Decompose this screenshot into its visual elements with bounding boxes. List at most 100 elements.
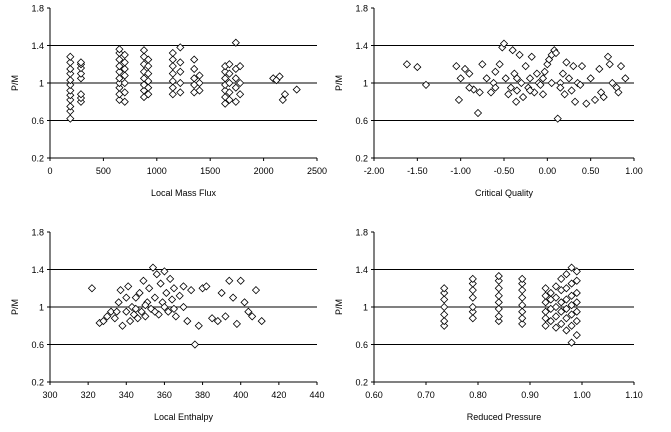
data-point [569, 62, 578, 71]
data-point [118, 321, 127, 330]
data-point [131, 304, 140, 313]
data-point [616, 62, 626, 71]
data-point [562, 58, 571, 67]
data-point [164, 307, 173, 316]
data-point [168, 55, 177, 64]
y-tick-label: 0.6 [355, 340, 368, 350]
data-point [183, 316, 192, 326]
data-point [553, 114, 562, 123]
data-point [540, 67, 549, 76]
x-tick-label: 0.70 [417, 390, 435, 400]
data-point [162, 288, 171, 298]
data-point [115, 67, 124, 76]
data-point [557, 307, 566, 316]
data-point [603, 52, 613, 61]
data-point [541, 298, 550, 307]
data-point [221, 74, 230, 83]
data-point [495, 60, 504, 69]
data-point [541, 307, 550, 316]
data-point [567, 321, 576, 330]
data-point [482, 74, 491, 83]
data-point [280, 90, 290, 99]
data-point [221, 312, 230, 321]
y-tick-label: 0.6 [355, 116, 368, 126]
y-axis-label: P/M [10, 75, 20, 91]
data-point [551, 312, 561, 321]
data-point [512, 74, 522, 83]
data-point [141, 312, 150, 321]
data-point [66, 52, 75, 61]
data-point [115, 74, 124, 83]
data-point [572, 307, 581, 316]
data-point [525, 74, 535, 83]
data-point [440, 295, 449, 304]
data-point [137, 307, 146, 316]
data-point [217, 288, 226, 298]
data-point [120, 88, 129, 97]
data-point [440, 288, 449, 298]
data-point [465, 69, 474, 78]
data-point [527, 52, 536, 61]
data-point [120, 71, 129, 80]
x-tick-label: 0.50 [582, 166, 600, 176]
x-tick-label: 0.60 [365, 390, 383, 400]
data-point [440, 310, 449, 319]
data-point [257, 316, 266, 326]
data-point [478, 60, 487, 69]
data-point [572, 298, 581, 307]
data-point [494, 284, 503, 293]
data-point [567, 338, 576, 347]
data-point [176, 43, 185, 52]
data-point [538, 74, 548, 83]
data-point [518, 279, 527, 288]
data-point [195, 86, 204, 95]
data-point [225, 95, 234, 104]
x-tick-label: -1.50 [407, 166, 428, 176]
data-point [135, 288, 144, 298]
data-point [115, 78, 124, 88]
data-point [595, 64, 604, 74]
data-point [168, 83, 177, 92]
data-point [567, 279, 576, 288]
data-point [562, 326, 571, 335]
data-point [494, 298, 503, 307]
y-tick-label: 1 [363, 303, 368, 313]
data-point [168, 62, 177, 71]
data-point [560, 90, 569, 99]
data-point [225, 69, 234, 78]
data-point [486, 88, 496, 97]
data-point [126, 316, 135, 326]
x-tick-label: 0.90 [521, 390, 539, 400]
data-point [564, 74, 574, 83]
data-point [440, 316, 449, 326]
data-point [567, 301, 576, 310]
x-tick-label: 440 [309, 390, 324, 400]
x-tick-label: 500 [96, 166, 111, 176]
data-point [557, 274, 566, 283]
data-point [169, 284, 179, 293]
data-point [599, 92, 608, 102]
data-point [176, 58, 185, 67]
data-point [176, 67, 185, 76]
data-point [546, 316, 555, 326]
data-point [567, 86, 576, 95]
data-point [551, 302, 561, 312]
data-point [491, 67, 500, 76]
data-point [468, 307, 477, 316]
data-point [231, 83, 240, 92]
x-tick-label: 380 [195, 390, 210, 400]
x-tick-label: 0.80 [469, 390, 487, 400]
data-point [131, 293, 140, 302]
x-tick-label: 2500 [307, 166, 327, 176]
data-point [244, 307, 253, 316]
x-tick-label: 420 [271, 390, 286, 400]
data-point [231, 38, 240, 47]
chart-panel-3: 0.2 0.6 1 1.4 1.8 300 320 340 360 380 400 420 440 Loc… [10, 228, 325, 423]
data-point [160, 302, 169, 312]
data-point [494, 312, 503, 321]
data-point [468, 286, 477, 295]
data-point [292, 85, 301, 94]
x-tick-label: 1.10 [625, 390, 643, 400]
data-point [491, 83, 500, 92]
data-point [562, 284, 571, 293]
